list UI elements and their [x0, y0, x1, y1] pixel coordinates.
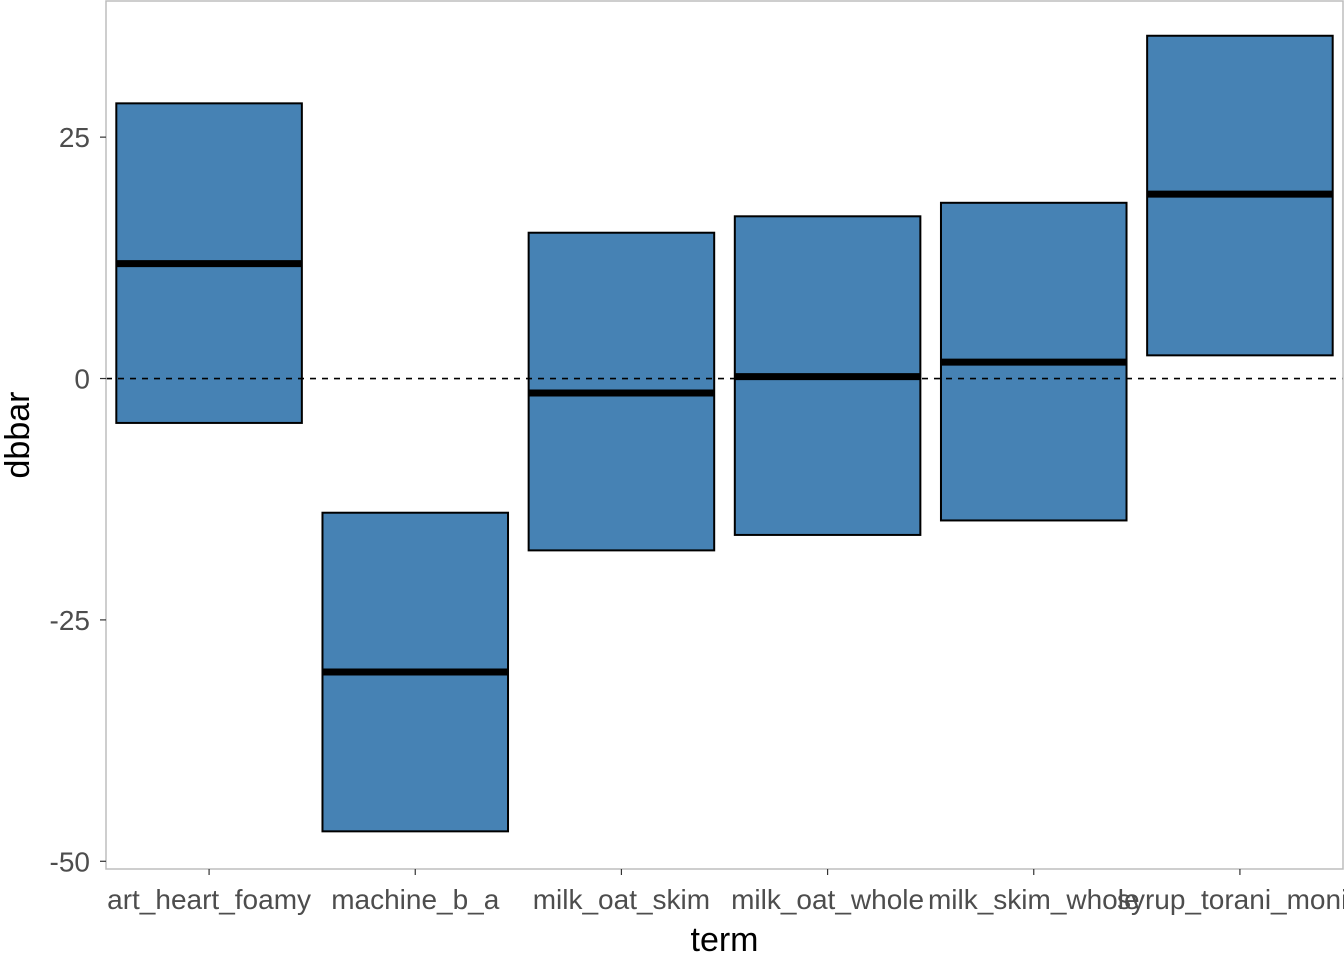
- median-lines: [116, 190, 1333, 676]
- y-tick-label: 25: [59, 122, 90, 153]
- x-tick-label: syrup_torani_monin: [1117, 884, 1344, 915]
- y-tick-label: 0: [74, 364, 90, 395]
- y-axis-title: dbbar: [0, 392, 37, 479]
- x-axis-title: term: [691, 921, 759, 959]
- x-tick-label: milk_skim_whole: [928, 884, 1140, 915]
- y-axis: -50 -25 0 25: [50, 122, 106, 877]
- panel-border: [105, 0, 1344, 870]
- x-axis: art_heart_foamy machine_b_a milk_oat_skim m…: [107, 869, 1344, 915]
- x-tick-label: milk_oat_skim: [533, 884, 710, 915]
- y-tick-label: -25: [50, 605, 90, 636]
- x-tick-label: art_heart_foamy: [107, 884, 311, 915]
- x-tick-label: milk_oat_whole: [731, 884, 924, 915]
- y-tick-label: -50: [50, 846, 90, 877]
- crossbar-series: [115, 34, 1334, 833]
- x-tick-label: machine_b_a: [331, 884, 500, 915]
